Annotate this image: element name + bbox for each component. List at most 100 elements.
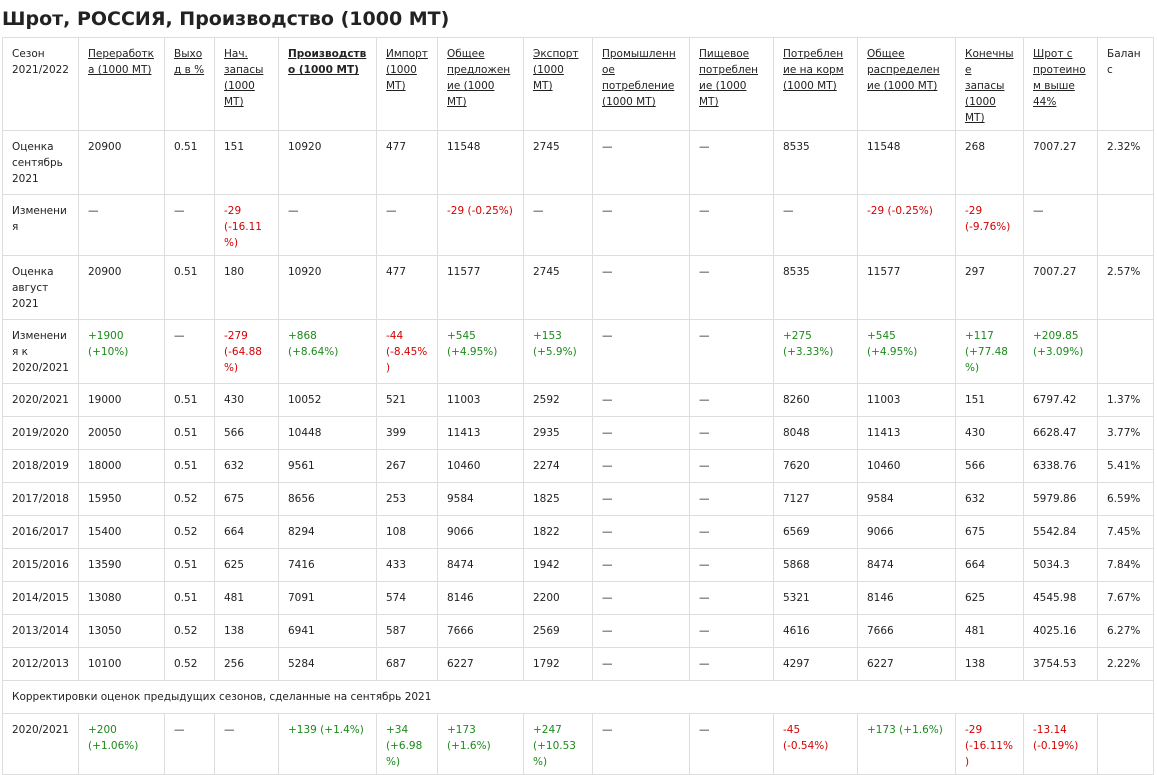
header-text: Потребление на корм (1000 МТ) bbox=[783, 48, 844, 92]
header-cell: Производство (1000 МТ) bbox=[278, 37, 377, 131]
table-cell: — bbox=[689, 614, 774, 648]
table-cell: — bbox=[592, 482, 690, 516]
table-row: 2013/2014 13050 0.52 138 6941 587 7666 2569— —46… bbox=[2, 614, 1154, 648]
table-cell: 2274 bbox=[523, 449, 593, 483]
table-cell: — bbox=[592, 548, 690, 582]
table-cell: — bbox=[592, 449, 690, 483]
table-cell: 11003 bbox=[437, 383, 524, 417]
header-text: Нач. запасы (1000 МТ) bbox=[224, 48, 264, 108]
table-cell: — bbox=[592, 194, 690, 256]
table-cell: 10448 bbox=[278, 416, 377, 450]
note-row: Корректировки оценок предыдущих сезонов,… bbox=[2, 680, 1154, 714]
header-text: Экспорт (1000 МТ) bbox=[533, 48, 579, 92]
table-cell: 2.22% bbox=[1097, 647, 1154, 681]
table-cell: 10920 bbox=[278, 130, 377, 195]
table-cell: — bbox=[689, 319, 774, 384]
table-row: 2016/2017 15400 0.52 664 8294 108 9066 1822— —65… bbox=[2, 515, 1154, 549]
table-cell: 267 bbox=[376, 449, 438, 483]
table-cell: 20900 bbox=[78, 130, 165, 195]
table-cell: 5868 bbox=[773, 548, 858, 582]
table-cell: 7416 bbox=[278, 548, 377, 582]
table-cell: 11577 bbox=[437, 255, 524, 320]
table-cell: 0.52 bbox=[164, 515, 215, 549]
table-cell: 675 bbox=[955, 515, 1024, 549]
table-cell: 8146 bbox=[437, 581, 524, 615]
table-cell: 0.52 bbox=[164, 647, 215, 681]
table-cell: 7091 bbox=[278, 581, 377, 615]
header-cell: Сезон 2021/2022 bbox=[2, 37, 79, 131]
table-cell: 430 bbox=[955, 416, 1024, 450]
table-cell: 10920 bbox=[278, 255, 377, 320]
table-cell: 477 bbox=[376, 130, 438, 195]
table-cell: — bbox=[773, 194, 858, 256]
table-cell: 0.51 bbox=[164, 581, 215, 615]
table-cell: — bbox=[278, 194, 377, 256]
table-cell: 11548 bbox=[857, 130, 956, 195]
table-cell: 477 bbox=[376, 255, 438, 320]
table-cell: 2935 bbox=[523, 416, 593, 450]
table-cell: 399 bbox=[376, 416, 438, 450]
table-cell: 587 bbox=[376, 614, 438, 648]
data-table: Сезон 2021/2022 Переработка (1000 МТ) Выхо… bbox=[2, 37, 1154, 775]
header-cell: Конечные запасы (1000 МТ) bbox=[955, 37, 1024, 131]
table-cell: +868 (+8.64%) bbox=[278, 319, 377, 384]
table-cell: +153 (+5.9%) bbox=[523, 319, 593, 384]
table-cell: 7.45% bbox=[1097, 515, 1154, 549]
table-row: 2020/2021 +200 (+1.06%) — — +139 (+1.4%) +34 … bbox=[2, 713, 1154, 775]
page-title: Шрот, РОССИЯ, Производство (1000 МТ) bbox=[2, 8, 450, 30]
table-cell: +545 (+4.95%) bbox=[437, 319, 524, 384]
header-text: Баланс bbox=[1107, 48, 1141, 76]
table-cell: 664 bbox=[214, 515, 279, 549]
table-cell: 0.51 bbox=[164, 383, 215, 417]
table-cell: — bbox=[689, 713, 774, 775]
table-row: 2020/2021 19000 0.51 430 10052 521 11003 2592— —… bbox=[2, 383, 1154, 417]
table-cell: 7127 bbox=[773, 482, 858, 516]
table-cell: — bbox=[689, 449, 774, 483]
table-cell: 2016/2017 bbox=[2, 515, 79, 549]
table-cell: -29 (-0.25%) bbox=[437, 194, 524, 256]
table-cell: 2.32% bbox=[1097, 130, 1154, 195]
table-cell: 6569 bbox=[773, 515, 858, 549]
table-cell: -279 (-64.88%) bbox=[214, 319, 279, 384]
table-cell: 138 bbox=[955, 647, 1024, 681]
header-cell: Пищевое потребление (1000 МТ) bbox=[689, 37, 774, 131]
table-cell: -45 (-0.54%) bbox=[773, 713, 858, 775]
table-cell: 9066 bbox=[437, 515, 524, 549]
table-cell: 10100 bbox=[78, 647, 165, 681]
table-cell: — bbox=[592, 319, 690, 384]
table-cell: +173 (+1.6%) bbox=[857, 713, 956, 775]
table-cell: +34 (+6.98%) bbox=[376, 713, 438, 775]
table-cell: +139 (+1.4%) bbox=[278, 713, 377, 775]
header-cell: Общее предложение (1000 МТ) bbox=[437, 37, 524, 131]
table-cell: 13050 bbox=[78, 614, 165, 648]
table-cell: 2592 bbox=[523, 383, 593, 417]
table-cell: 430 bbox=[214, 383, 279, 417]
table-cell: 687 bbox=[376, 647, 438, 681]
table-cell: 664 bbox=[955, 548, 1024, 582]
table-cell: 151 bbox=[214, 130, 279, 195]
table-cell: 7.67% bbox=[1097, 581, 1154, 615]
table-cell: 9584 bbox=[437, 482, 524, 516]
header-row: Сезон 2021/2022 Переработка (1000 МТ) Выхо… bbox=[2, 37, 1154, 131]
table-cell: 11548 bbox=[437, 130, 524, 195]
table-cell: 108 bbox=[376, 515, 438, 549]
table-cell: 4025.16 bbox=[1023, 614, 1098, 648]
header-text: Выход в % bbox=[174, 48, 205, 76]
table-cell: 6.59% bbox=[1097, 482, 1154, 516]
table-cell: — bbox=[592, 416, 690, 450]
table-cell: 481 bbox=[955, 614, 1024, 648]
table-row: 2012/2013 10100 0.52 256 5284 687 6227 1792— —42… bbox=[2, 647, 1154, 681]
table-cell: 0.51 bbox=[164, 130, 215, 195]
table-cell: 2017/2018 bbox=[2, 482, 79, 516]
note-cell: Корректировки оценок предыдущих сезонов,… bbox=[2, 680, 1154, 714]
body: {"title": "Шрот, РОССИЯ, Производство (1… bbox=[2, 8, 1154, 775]
table-row: 2015/2016 13590 0.51 625 7416 433 8474 1942— —58… bbox=[2, 548, 1154, 582]
table-cell: 11413 bbox=[857, 416, 956, 450]
table-cell: -29 (-0.25%) bbox=[857, 194, 956, 256]
table-cell: — bbox=[689, 416, 774, 450]
header-text: Производство (1000 МТ) bbox=[288, 48, 367, 76]
table-cell: 625 bbox=[214, 548, 279, 582]
table-cell: 1792 bbox=[523, 647, 593, 681]
table-cell: 7007.27 bbox=[1023, 255, 1098, 320]
table-cell: 8048 bbox=[773, 416, 858, 450]
